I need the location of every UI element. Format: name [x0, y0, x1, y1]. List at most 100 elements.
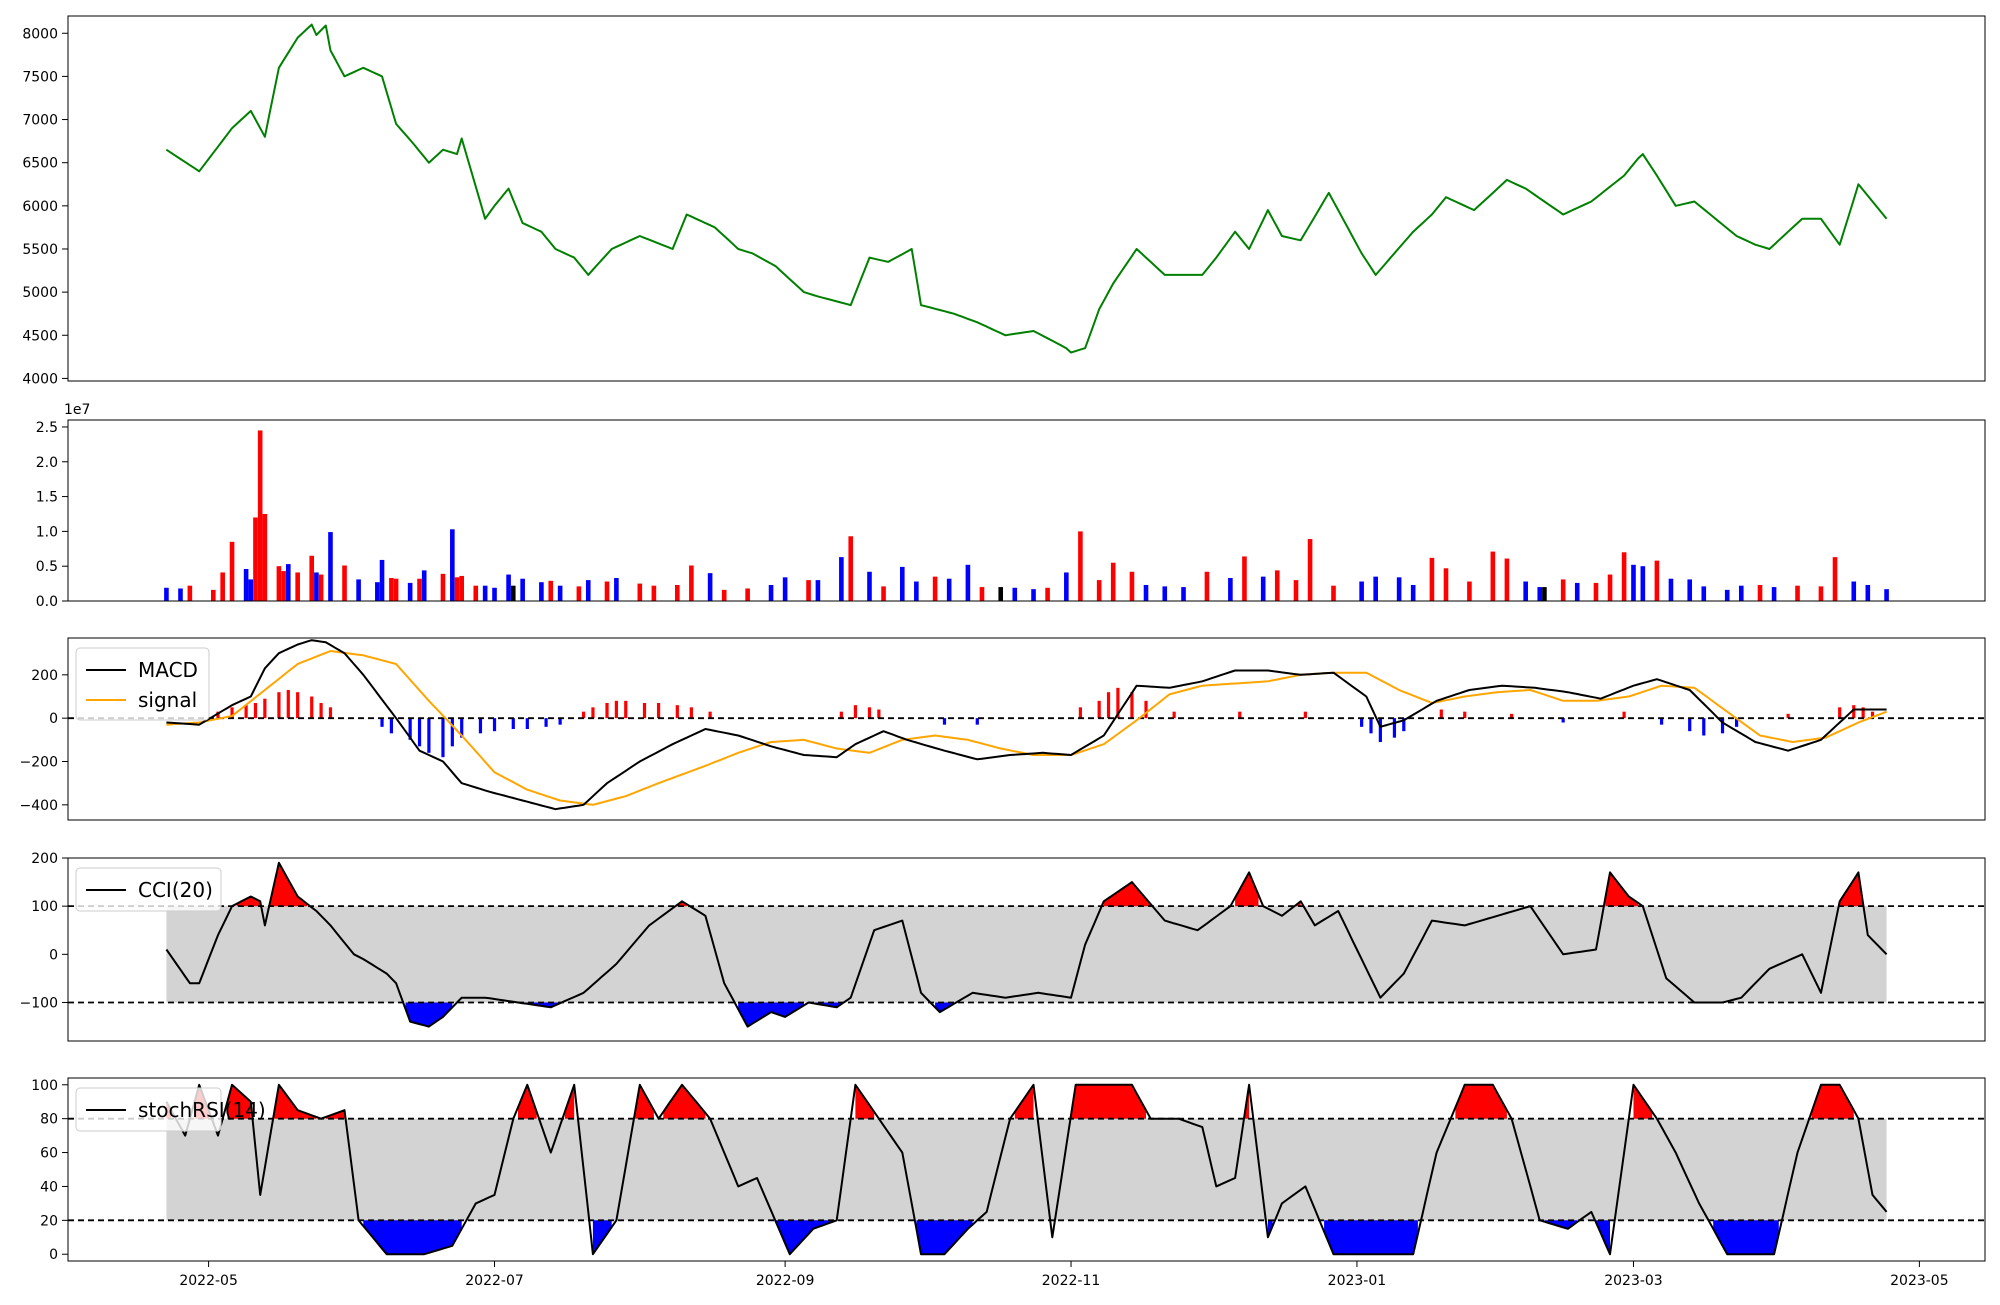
volume-bar [914, 581, 919, 601]
x-tick-label: 2023-03 [1604, 1273, 1663, 1289]
volume-bar [328, 532, 333, 601]
axes-frame [67, 15, 1986, 382]
macd-histogram-bar [853, 705, 858, 719]
overbought-fill [677, 901, 687, 907]
macd-histogram-bar [277, 692, 281, 719]
volume-bar [1818, 586, 1824, 601]
macd-histogram-bar [1116, 687, 1120, 719]
oversold-fill [1544, 1220, 1578, 1229]
volume-bar [539, 582, 544, 601]
volume-bar [1560, 579, 1566, 601]
macd-histogram-bar [942, 718, 947, 725]
volume-bar [253, 517, 258, 601]
macd-histogram-bar [1561, 718, 1565, 723]
y-tick-label: 6500 [22, 156, 58, 172]
volume-bar [520, 578, 525, 601]
x-tick-label: 2022-05 [179, 1273, 238, 1289]
signal-line [166, 650, 1887, 806]
y-tick-label: 5000 [22, 285, 58, 301]
overbought-fill [1605, 872, 1639, 907]
macd-histogram-bar [1861, 707, 1865, 719]
volume-bar [1523, 581, 1528, 601]
y-tick-label: −200 [20, 755, 58, 771]
volume-bar [557, 585, 563, 601]
volume-bar [356, 579, 361, 601]
volume-bar [281, 571, 286, 601]
oversold-fill [1324, 1220, 1418, 1255]
macd-histogram-bar [244, 705, 248, 719]
oversold-fill [935, 1002, 954, 1013]
volume-bar [492, 587, 497, 601]
y-tick-label: 20 [40, 1213, 58, 1229]
y-tick-label: 7500 [22, 69, 58, 85]
macd-histogram-bar [286, 690, 290, 719]
overbought-fill [635, 1084, 654, 1119]
macd-histogram-bar [216, 711, 220, 719]
volume-bar [1373, 576, 1378, 601]
stochrsi-panel: 0 20 40 60 80 100 stochRSI(14) 2022-05 2022-07 20… [31, 1077, 1986, 1289]
y-tick-label: −100 [20, 995, 58, 1011]
volume-bar [1795, 585, 1800, 601]
volume-bar [440, 573, 446, 601]
macd-histogram-bar [1622, 711, 1626, 719]
macd-histogram-bar [975, 718, 979, 725]
volume-bar [979, 587, 985, 601]
volume-bar [473, 585, 479, 601]
volume-bar [421, 570, 427, 601]
volume-bar [689, 565, 694, 601]
oversold-fill [916, 1220, 973, 1255]
volume-bar [998, 587, 1004, 601]
volume-bar [932, 576, 938, 601]
macd-histogram-bar [1510, 713, 1514, 719]
x-tick-label: 2022-07 [465, 1273, 524, 1289]
oversold-fill [775, 1220, 832, 1255]
volume-bar [220, 572, 225, 601]
macd-histogram-bar [591, 707, 595, 719]
volume-bar [407, 582, 413, 601]
volume-bar [1096, 580, 1102, 601]
macd-histogram-bar [1720, 718, 1725, 734]
y-tick-label: 60 [40, 1146, 58, 1162]
volume-bar [1410, 584, 1416, 601]
y-tick-label: 4000 [22, 371, 58, 387]
y-tick-label: 2.0 [36, 455, 58, 471]
y-tick-label: 1.0 [36, 524, 58, 540]
volume-bar [1274, 570, 1280, 601]
macd-histogram-bar [1106, 692, 1111, 719]
volume-bar [1260, 576, 1266, 601]
volume-bar [1293, 580, 1299, 601]
x-tick-label: 2022-09 [756, 1273, 815, 1289]
volume-bar [1110, 562, 1116, 601]
macd-histogram-bar [525, 718, 529, 729]
legend-label: signal [138, 688, 197, 712]
volume-bar [1607, 574, 1613, 601]
macd-line [166, 639, 1887, 811]
volume-bar [768, 584, 774, 601]
volume-bar [178, 588, 183, 601]
volume-bar [295, 572, 300, 601]
y-tick-label: 40 [40, 1179, 58, 1195]
macd-histogram-bar [605, 703, 609, 719]
macd-histogram-bar [1078, 707, 1083, 719]
volume-bar [745, 588, 750, 601]
volume-bar [965, 564, 971, 601]
volume-bar [482, 585, 488, 601]
y-tick-label: 200 [31, 668, 58, 684]
neutral-band [166, 906, 1887, 1003]
price-line [165, 23, 1888, 354]
volume-bar [637, 583, 643, 601]
volume-bar [1228, 578, 1233, 601]
macd-histogram-bar [441, 718, 445, 758]
volume-bar [1307, 539, 1313, 601]
volume-bar [1574, 582, 1580, 601]
macd-histogram-bar [296, 692, 300, 719]
volume-bar [1832, 557, 1838, 601]
y-tick-label: 0 [49, 947, 58, 963]
volume-bar [1045, 587, 1050, 601]
volume-bar [1593, 582, 1599, 601]
neutral-band [166, 1118, 1887, 1221]
y-tick-label: 200 [31, 851, 58, 867]
overbought-fill [663, 1084, 706, 1119]
legend-label: stochRSI(14) [138, 1098, 266, 1122]
